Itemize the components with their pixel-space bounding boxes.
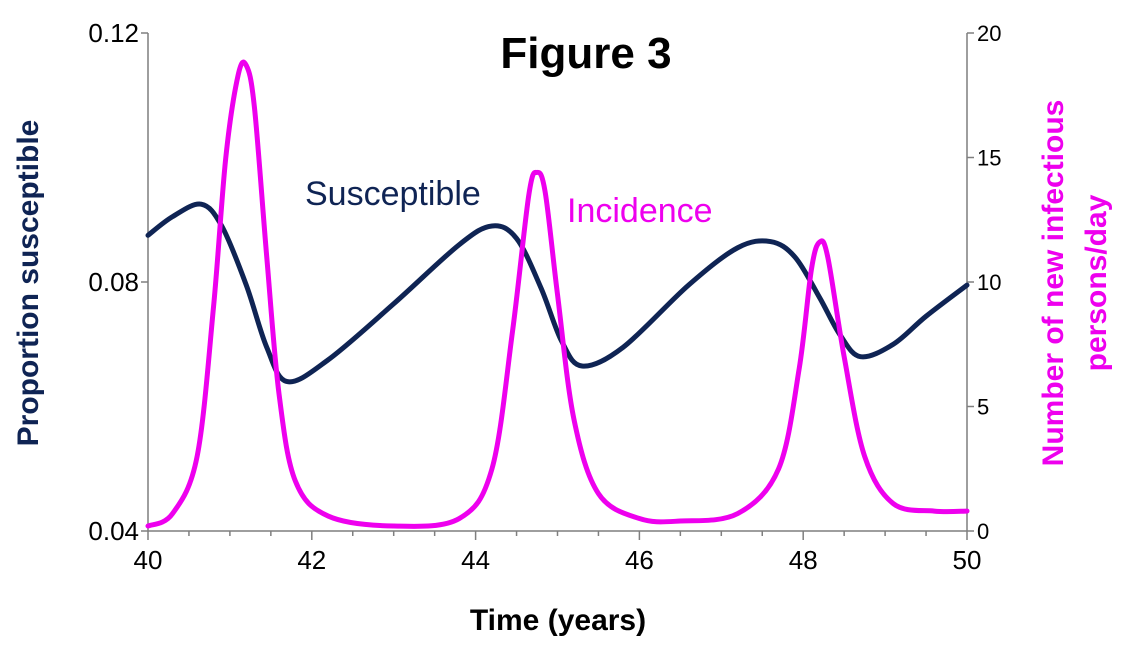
x-tick-label: 42 [297,545,326,575]
x-axis-label: Time (years) [470,604,646,637]
x-tick-label: 40 [134,545,163,575]
y-axis-right-label-line-2: persons/day [1080,194,1113,371]
susceptible-annotation: Susceptible [305,175,481,213]
tick-marks [141,32,974,540]
y-right-tick-label: 20 [977,21,1001,46]
y-axis-right-label-line-1: Number of new infectious [1037,100,1070,467]
incidence-series-line [145,59,970,529]
y-right-tick-label: 15 [977,146,1001,171]
y-right-tick-label: 5 [977,395,989,420]
tick-labels: 40 42 44 46 48 50 0.04 0.08 0.12 0 5 10 15 20 [88,18,1001,575]
y-right-tick-label: 10 [977,270,1001,295]
y-left-tick-label: 0.04 [88,516,139,546]
chart-title: Figure 3 [500,29,671,78]
x-tick-label: 48 [789,545,818,575]
y-left-tick-label: 0.08 [88,267,139,297]
y-axis-left-label: Proportion susceptible [12,120,45,447]
series-lines [145,59,970,529]
y-right-tick-label: 0 [977,519,989,544]
x-tick-label: 50 [953,545,982,575]
x-tick-label: 46 [625,545,654,575]
incidence-annotation: Incidence [567,192,713,230]
y-left-tick-label: 0.12 [88,18,139,48]
x-tick-label: 44 [461,545,490,575]
susceptible-series-line [145,201,970,385]
